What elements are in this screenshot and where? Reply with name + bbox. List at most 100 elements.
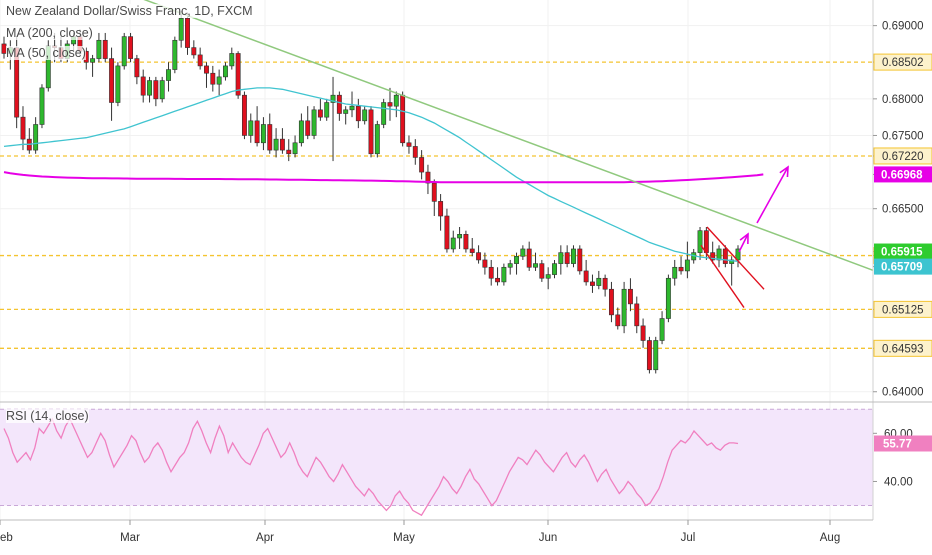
candle [653,336,659,374]
candle-body [191,47,197,56]
candle-body [210,72,216,85]
candle-body [640,325,646,341]
candle-body [646,340,652,371]
candle-body [204,65,209,74]
arrow-shaft [756,166,789,224]
arrow-head [739,232,749,245]
candle [722,245,728,268]
candle-body [223,65,228,78]
candle-body [558,252,564,264]
candle [387,87,393,121]
candle [185,12,190,55]
candle-body [526,248,532,268]
candle [298,113,304,147]
candle [96,32,102,63]
candle [457,226,463,249]
price-tick-label: 0.66500 [882,204,924,216]
candle-body [279,138,285,151]
time-tick-label: Jun [539,532,558,544]
channel-lower-line [700,244,745,308]
level-marker [873,147,932,165]
candle-body [305,120,311,136]
candle [260,117,266,151]
candle-body [533,263,538,268]
candle [381,98,387,129]
candle [355,98,361,129]
candle-body [140,76,146,96]
candle-body [33,124,39,151]
candle-body [336,94,342,114]
candle-body [355,105,361,122]
candle-body [602,277,608,290]
candle [153,76,159,107]
candle-body [147,80,152,96]
candle [229,47,235,70]
candle-body [463,234,469,250]
candle [406,135,412,154]
channel-upper-line [706,226,765,290]
candle [39,84,45,129]
time-tick-label: May [393,532,415,544]
candle-body [577,248,583,272]
candle [488,259,494,286]
candle [444,208,450,253]
level-tick-label: 0.68502 [882,57,924,69]
candle [330,76,336,162]
price-tick-label: 0.64000 [882,387,924,399]
support-resistance-levels [0,61,873,349]
time-tick-label: Jul [681,532,696,544]
rsi-legend: RSI (14, close) [6,409,89,423]
candle [608,281,614,323]
candle-body [703,230,709,253]
candle [545,267,551,290]
price-badges: 0.66968 0.65915 0.65709 [874,166,932,275]
candle-body [330,94,336,103]
candle [672,259,678,286]
candle [286,139,292,162]
candle [438,194,444,231]
arrow-shaft [738,233,749,253]
candle [279,128,285,154]
candle-body [507,263,513,268]
candle-body [20,116,26,140]
candle [140,69,146,103]
candle-body [469,248,475,253]
candle [646,336,652,374]
rsi-tick-label: 40.00 [884,476,913,488]
candle-body [659,318,665,341]
candle [248,113,254,143]
candle-body [425,171,431,184]
time-tick-label: Aug [820,532,840,544]
candle [684,241,690,279]
candle-body [109,58,115,103]
candle [507,259,513,275]
candle [596,270,602,290]
candle [134,54,140,85]
candle [590,274,595,293]
candle [621,281,627,334]
candle [615,307,621,330]
candle [292,135,298,158]
candle [102,32,108,63]
candle-body [166,69,171,81]
candle-body [520,248,526,257]
candle [210,65,216,92]
candle [577,245,583,275]
level-marker [873,53,932,71]
candle [33,117,39,154]
candle-body [672,266,678,279]
candle-body [583,270,589,283]
candle [558,245,564,275]
candle-body [716,248,722,261]
candle-body [134,58,140,78]
candle [514,252,519,275]
candle [115,62,121,107]
candle-body [298,120,304,144]
candle-body [178,18,184,41]
candle [552,259,557,279]
candle-body [241,94,247,136]
candle-body [153,80,159,100]
candle [267,113,273,154]
price-badge [874,258,932,275]
